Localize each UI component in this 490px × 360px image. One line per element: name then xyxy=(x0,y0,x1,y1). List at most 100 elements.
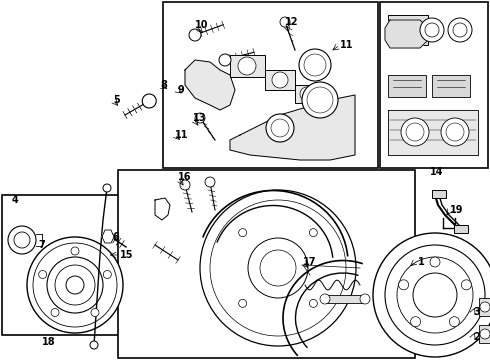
Circle shape xyxy=(27,237,123,333)
Circle shape xyxy=(360,294,370,304)
Text: 4: 4 xyxy=(12,195,19,205)
Bar xyxy=(163,2,378,168)
Bar xyxy=(325,295,365,303)
Text: 10: 10 xyxy=(195,20,209,30)
Bar xyxy=(230,55,265,77)
Text: 11: 11 xyxy=(175,130,189,140)
Circle shape xyxy=(91,309,99,316)
Circle shape xyxy=(195,113,205,123)
Bar xyxy=(432,190,446,198)
Circle shape xyxy=(480,302,490,312)
Circle shape xyxy=(449,317,460,327)
Circle shape xyxy=(448,18,472,42)
Circle shape xyxy=(406,123,424,141)
Text: 9: 9 xyxy=(177,85,184,95)
Circle shape xyxy=(307,87,333,113)
Circle shape xyxy=(446,123,464,141)
Text: 8: 8 xyxy=(160,80,167,90)
Polygon shape xyxy=(385,20,428,48)
Circle shape xyxy=(299,49,331,81)
Circle shape xyxy=(239,300,246,307)
Circle shape xyxy=(441,118,469,146)
Circle shape xyxy=(47,257,103,313)
Circle shape xyxy=(420,18,444,42)
Text: 13: 13 xyxy=(193,113,206,123)
Circle shape xyxy=(453,23,467,37)
Polygon shape xyxy=(388,110,478,155)
Circle shape xyxy=(103,270,111,279)
Circle shape xyxy=(309,229,318,237)
Circle shape xyxy=(430,257,440,267)
Polygon shape xyxy=(155,198,170,220)
Circle shape xyxy=(480,329,490,339)
Circle shape xyxy=(401,118,429,146)
Text: 6: 6 xyxy=(112,232,119,242)
Circle shape xyxy=(320,294,330,304)
Bar xyxy=(380,2,488,168)
Bar xyxy=(388,75,426,97)
Circle shape xyxy=(189,29,201,41)
Circle shape xyxy=(200,190,356,346)
Circle shape xyxy=(90,341,98,349)
Circle shape xyxy=(462,280,471,290)
Circle shape xyxy=(413,273,457,317)
Circle shape xyxy=(51,309,59,316)
Circle shape xyxy=(309,300,318,307)
Circle shape xyxy=(302,82,338,118)
Polygon shape xyxy=(185,60,235,110)
Bar xyxy=(265,70,295,90)
Circle shape xyxy=(238,57,256,75)
Text: 2: 2 xyxy=(473,332,480,342)
Bar xyxy=(295,85,320,103)
Bar xyxy=(388,15,428,45)
Circle shape xyxy=(397,257,473,333)
Circle shape xyxy=(300,87,314,101)
Circle shape xyxy=(385,245,485,345)
Circle shape xyxy=(33,243,117,327)
Polygon shape xyxy=(102,230,114,243)
Circle shape xyxy=(205,177,215,187)
Circle shape xyxy=(248,238,308,298)
Text: 19: 19 xyxy=(450,205,464,215)
Circle shape xyxy=(210,200,346,336)
Bar xyxy=(454,225,468,233)
Bar xyxy=(2,195,142,335)
Text: 1: 1 xyxy=(418,257,425,267)
Circle shape xyxy=(399,280,409,290)
Bar xyxy=(118,170,415,358)
Circle shape xyxy=(39,270,47,279)
Circle shape xyxy=(239,229,246,237)
Circle shape xyxy=(260,250,296,286)
Circle shape xyxy=(266,114,294,142)
Circle shape xyxy=(71,247,79,255)
Circle shape xyxy=(373,233,490,357)
Bar xyxy=(479,325,490,343)
Text: 18: 18 xyxy=(42,337,56,347)
Circle shape xyxy=(180,180,190,190)
Circle shape xyxy=(55,265,95,305)
Circle shape xyxy=(272,72,288,88)
Text: 3: 3 xyxy=(473,307,480,317)
Circle shape xyxy=(219,54,231,66)
Circle shape xyxy=(411,317,420,327)
Polygon shape xyxy=(230,95,355,160)
Circle shape xyxy=(425,23,439,37)
Circle shape xyxy=(8,226,36,254)
Circle shape xyxy=(304,54,326,76)
Circle shape xyxy=(14,232,30,248)
Text: 7: 7 xyxy=(38,240,45,250)
Circle shape xyxy=(66,276,84,294)
Circle shape xyxy=(103,184,111,192)
Bar xyxy=(432,75,470,97)
Text: 16: 16 xyxy=(178,172,192,182)
Circle shape xyxy=(142,94,156,108)
Circle shape xyxy=(271,119,289,137)
Text: 12: 12 xyxy=(285,17,298,27)
Text: 11: 11 xyxy=(340,40,353,50)
Bar xyxy=(479,298,490,316)
Text: 17: 17 xyxy=(303,257,317,267)
Circle shape xyxy=(280,17,290,27)
Text: 14: 14 xyxy=(430,167,443,177)
Text: 15: 15 xyxy=(120,250,133,260)
Text: 5: 5 xyxy=(113,95,120,105)
